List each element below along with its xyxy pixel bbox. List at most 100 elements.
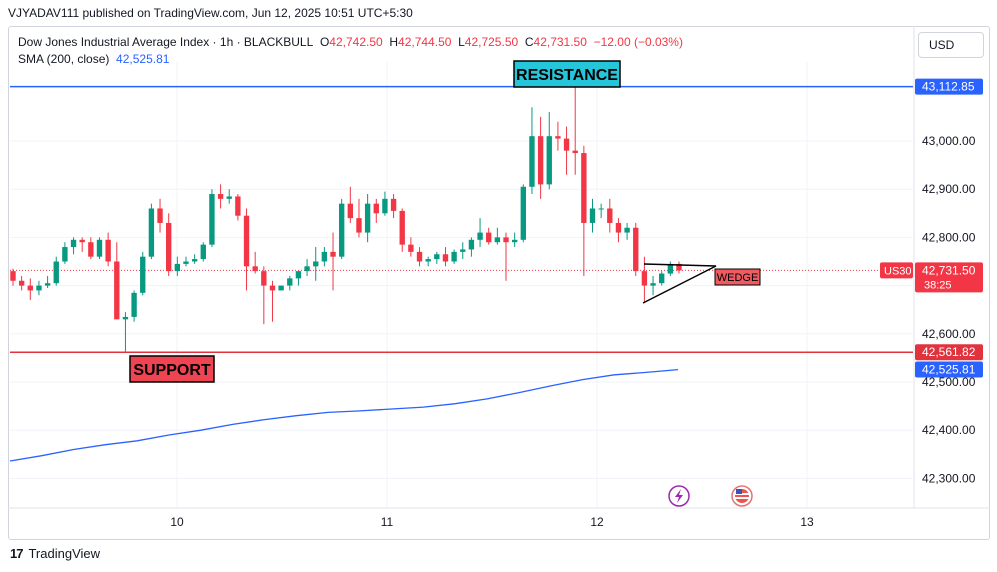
candle-body [166,222,172,272]
candle-body [460,249,466,252]
candle-body [607,208,613,223]
resistance-price-value: 43,112.85 [922,80,975,94]
candle-body [321,251,328,262]
candle-body [520,186,526,240]
candle-body [200,244,206,260]
candle-body [563,138,570,151]
candle-body [390,198,397,211]
candle-body [304,266,310,272]
candle-body [382,198,388,214]
price-tick-label: 42,900.00 [922,182,976,196]
candle-body [269,285,276,291]
close-value: 42,731.50 [533,35,587,49]
sma-price-tag [915,361,983,378]
candle-body [641,271,648,286]
open-label: O [319,35,330,49]
candle-body [79,239,85,243]
us-flag-canton-icon [736,489,742,494]
candle-body [598,208,604,210]
candle-body [451,251,457,262]
candle-body [235,196,241,216]
candle-body [416,251,423,262]
last-price-tag [915,262,983,293]
sma-legend-value: 42,525.81 [116,52,170,66]
currency-button[interactable]: USD [918,32,984,58]
price-tick-label: 42,600.00 [922,327,976,341]
footer-brand[interactable]: TradingView [28,546,101,561]
candle-body [243,215,250,267]
candle-body [18,280,25,286]
candle-body [70,239,77,248]
us-flag-stripe-icon [735,497,749,499]
candle-body [589,208,596,223]
support-annotation-label: SUPPORT [133,362,211,379]
support-price-value: 42,561.82 [922,345,976,359]
low-value: 42,725.50 [464,35,519,49]
price-tick-label: 42,800.00 [922,230,976,244]
candle-body [667,263,674,274]
candle-body [140,256,146,293]
candle-body [425,259,431,262]
candle-body [114,261,120,320]
candle-body [546,136,552,185]
price-chart[interactable]: 43,000.00 42,900.00 42,800.00 42,600.00 42,5… [0,0,997,546]
time-tick-label: 10 [170,515,184,529]
candle-body [408,244,414,252]
candle-body [659,273,665,284]
sma-label: SMA (200, close) [18,52,110,66]
sma-price-value: 42,525.81 [922,363,976,377]
candle-body [44,283,51,286]
close-label: C [524,35,534,49]
candle-body [503,237,509,243]
bar-countdown: 38:25 [924,279,952,291]
candle-body [555,136,561,139]
symbol-legend: Dow Jones Industrial Average Index · 1h … [18,35,683,49]
candle-body [10,271,16,281]
candle-body [313,261,319,267]
footer: 17 TradingView [10,546,100,561]
candle-body [373,203,379,214]
candle-body [122,316,129,320]
candle-body [217,194,224,199]
candle-body [287,278,293,286]
candle-body [157,208,163,223]
price-tick-label: 42,400.00 [922,423,976,437]
candle-body [624,227,630,233]
candle-body [252,266,258,272]
high-value: 42,744.50 [398,35,452,49]
candle-body [399,210,405,245]
price-tick-label: 42,500.00 [922,375,976,389]
wedge-annotation-box [714,268,761,286]
candle-body [62,247,68,262]
symbol-tag-bg [880,262,913,279]
candle-body [183,261,189,264]
candle-body [209,194,215,245]
support-price-tag [915,344,983,361]
symbol-name[interactable]: Dow Jones Industrial Average Index · 1h … [18,35,314,49]
candle-body [338,203,345,257]
lightning-glyph-icon [675,489,683,503]
candle-body [511,239,518,243]
symbol-tag: US30 [884,265,912,277]
candle-body [529,136,535,187]
candle-body [261,271,267,286]
candle-body [494,237,501,243]
sma-legend[interactable]: SMA (200, close) 42,525.81 [18,52,169,66]
candle-body [676,263,682,271]
candle-body [88,242,94,257]
candle-body [347,203,354,219]
chart-frame [8,26,990,540]
candle-body [477,232,483,240]
candle-body [650,283,656,286]
high-label: H [389,35,399,49]
wedge-drawing [642,263,717,304]
open-value: 42,742.50 [329,35,383,49]
publisher-line: VJYADAV111 published on TradingView.com,… [8,6,413,20]
candle-body [191,259,198,262]
candle-body [148,208,155,257]
candle-body [96,239,103,257]
resistance-annotation-label: RESISTANCE [516,67,618,84]
candle-body [615,222,622,233]
sma-line [9,368,679,462]
candle-body [295,271,302,279]
